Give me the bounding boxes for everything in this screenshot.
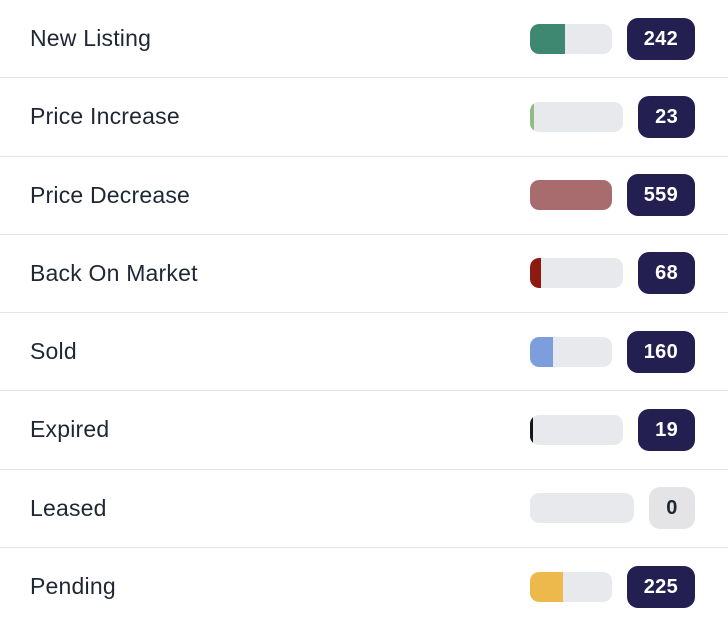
stat-visual-group: 242: [530, 17, 695, 60]
stat-count-badge: 242: [626, 17, 695, 60]
stat-progress-track: [530, 101, 624, 132]
stat-label: Sold: [30, 338, 77, 365]
stat-progress-fill: [530, 336, 554, 367]
stat-visual-group: 0: [530, 487, 695, 530]
stat-count-badge: 19: [638, 408, 695, 451]
stat-progress-track: [530, 493, 634, 524]
stat-count-badge: 160: [626, 330, 695, 373]
stat-progress-fill: [530, 258, 542, 289]
list-item[interactable]: Sold 160: [0, 313, 728, 392]
stat-label: New Listing: [30, 25, 152, 52]
stat-visual-group: 19: [530, 408, 695, 451]
stat-progress-fill: [530, 571, 563, 602]
list-item[interactable]: Back On Market 68: [0, 234, 728, 313]
stat-count-badge: 68: [638, 252, 695, 295]
stat-label: Price Increase: [30, 103, 180, 130]
stat-progress-fill: [530, 101, 534, 132]
stat-label: Price Decrease: [30, 181, 191, 208]
list-item[interactable]: Pending 225: [0, 547, 728, 626]
stat-visual-group: 68: [530, 252, 695, 295]
stat-label: Leased: [30, 494, 107, 521]
stat-progress-track: [530, 571, 612, 602]
stat-visual-group: 559: [530, 174, 695, 217]
stat-count-badge: 559: [626, 174, 695, 217]
stat-label: Pending: [30, 573, 116, 600]
stat-progress-fill: [530, 23, 566, 54]
stat-progress-fill: [530, 414, 534, 445]
list-item[interactable]: New Listing 242: [0, 0, 728, 79]
stat-visual-group: 23: [530, 95, 695, 138]
stat-progress-track: [530, 180, 612, 211]
stat-progress-track: [530, 258, 624, 289]
stat-progress-track: [530, 23, 612, 54]
list-item[interactable]: Leased 0: [0, 469, 728, 548]
stat-progress-track: [530, 414, 624, 445]
list-item[interactable]: Price Decrease 559: [0, 156, 728, 235]
stat-count-badge: 0: [649, 487, 695, 530]
stat-label: Expired: [30, 416, 110, 443]
list-item[interactable]: Price Increase 23: [0, 78, 728, 157]
stat-progress-fill: [530, 180, 612, 211]
stat-count-badge: 225: [626, 565, 695, 608]
list-item[interactable]: Expired 19: [0, 391, 728, 470]
stat-label: Back On Market: [30, 259, 198, 286]
stat-progress-track: [530, 336, 612, 367]
stat-visual-group: 225: [530, 565, 695, 608]
stat-visual-group: 160: [530, 330, 695, 373]
stat-count-badge: 23: [638, 95, 695, 138]
